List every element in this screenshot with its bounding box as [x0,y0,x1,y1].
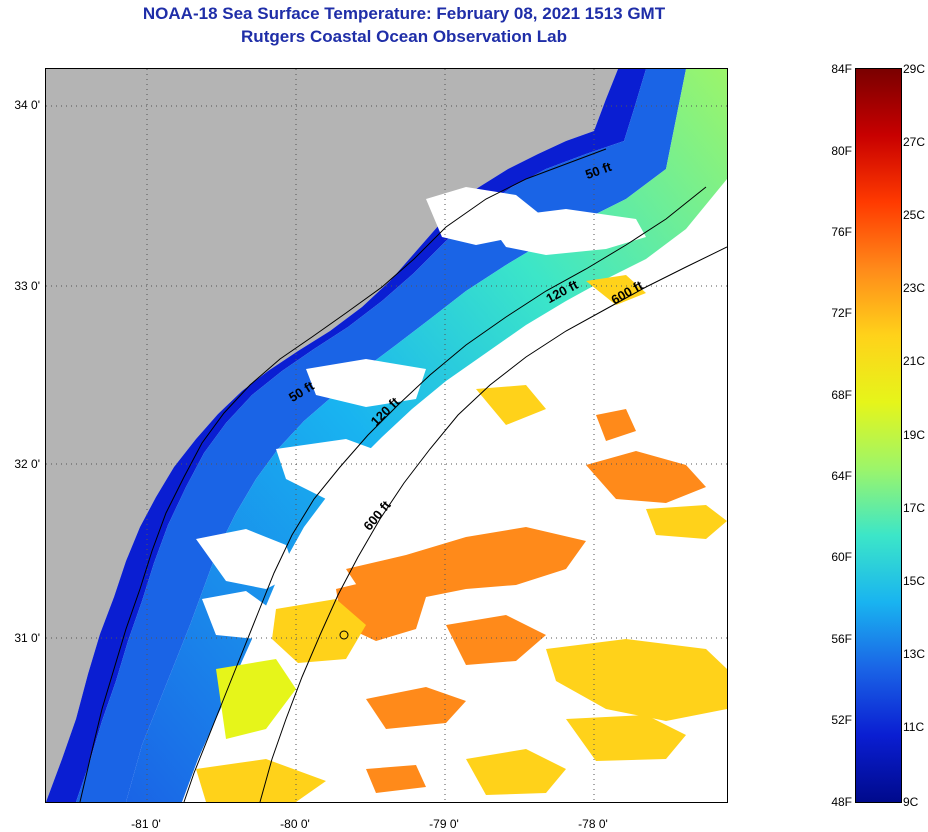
colorbar-c-13: 13C [903,647,926,661]
sst-map [45,68,728,803]
colorbar-f-52: 52F [831,713,852,727]
colorbar-f-48: 48F [831,795,852,809]
warm-water-patches [196,275,727,802]
colorbar-c-21: 21C [903,354,926,368]
colorbar-f-60: 60F [831,550,852,564]
graticule [46,69,727,802]
lat-label-34: 34 0' [14,98,40,112]
outer-shelf-water [126,69,727,802]
colorbar-c-9: 9C [903,795,919,809]
contour-600ft [259,246,727,802]
temperature-colorbar [855,68,902,803]
colorbar-c-25: 25C [903,208,926,222]
depth-contours [79,148,727,802]
lat-label-31: 31 0' [14,631,40,645]
lon-label-78: -78 0' [578,817,608,831]
contour-50ft [79,148,607,802]
colorbar-c-27: 27C [903,135,926,149]
map-title: NOAA-18 Sea Surface Temperature: Februar… [142,4,666,23]
colorbar-c-11: 11C [903,720,925,734]
lon-label-81: -81 0' [131,817,161,831]
colorbar-f-72: 72F [831,306,852,320]
colorbar-f-84: 84F [831,62,852,76]
sst-map-svg [46,69,727,802]
colorbar-c-17: 17C [903,501,926,515]
colorbar-c-15: 15C [903,574,926,588]
shelf-clouds [196,187,646,639]
lat-label-33: 33 0' [14,279,40,293]
cold-shelf-water [46,69,646,802]
colorbar-c-19: 19C [903,428,926,442]
mid-shelf-water [76,69,686,802]
colorbar-f-68: 68F [831,388,852,402]
colorbar-f-76: 76F [831,225,852,239]
lat-label-32: 32 0' [14,457,40,471]
colorbar-c-29: 29C [903,62,926,76]
contour-120ft [183,186,707,802]
colorbar-f-56: 56F [831,632,852,646]
colorbar-c-23: 23C [903,281,926,295]
station-marker [339,630,349,640]
colorbar-f-64: 64F [831,469,852,483]
colorbar-f-80: 80F [831,144,852,158]
lon-label-79: -79 0' [429,817,459,831]
land-area [46,69,618,802]
lon-label-80: -80 0' [280,817,310,831]
map-subtitle: Rutgers Coastal Ocean Observation Lab [241,27,567,46]
